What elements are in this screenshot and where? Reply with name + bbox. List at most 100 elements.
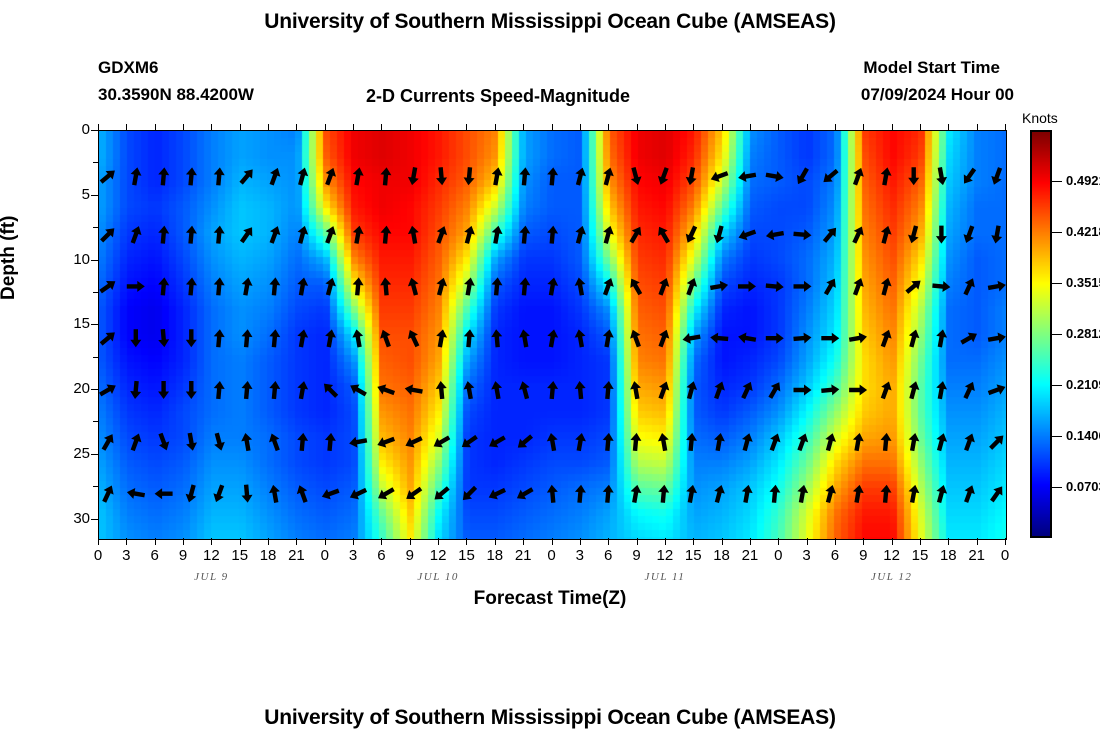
x-axis-date-label: JUL 11 [644, 571, 686, 583]
x-axis-tick-top [863, 124, 865, 130]
x-axis-tick-top [523, 124, 525, 130]
x-axis-tick-top [438, 124, 440, 130]
y-axis-tick-label: 10 [73, 250, 90, 268]
x-axis-tick [438, 538, 440, 545]
x-axis-tick [126, 538, 128, 545]
x-axis-tick-label: 21 [288, 547, 305, 564]
x-axis-tick [324, 538, 326, 545]
x-axis-tick [834, 538, 836, 545]
x-axis-tick-label: 18 [939, 547, 957, 564]
x-axis-tick-label: 0 [320, 547, 329, 564]
x-axis-tick-label: 21 [514, 547, 532, 564]
y-axis-label: Depth (ft) [0, 215, 19, 300]
x-axis-date-label: JUL 10 [417, 571, 459, 583]
x-axis-tick-label: 15 [231, 547, 249, 564]
x-axis-tick-label: 9 [859, 547, 868, 564]
x-axis-tick [579, 538, 581, 545]
y-axis-minor-tick [93, 162, 98, 164]
colorbar-tick [1052, 385, 1062, 386]
x-axis-tick-label: 3 [348, 547, 358, 564]
y-axis-tick [91, 389, 98, 391]
colorbar-tick [1052, 487, 1062, 488]
x-axis-tick-label: 12 [203, 547, 220, 564]
x-axis-tick-top [494, 124, 496, 130]
colorbar-tick-label: 0.49218 [1066, 173, 1100, 188]
x-axis-tick-label: 9 [178, 547, 188, 564]
x-axis-tick-top [353, 124, 355, 130]
y-axis-tick [91, 130, 98, 131]
y-axis-minor-tick [93, 291, 98, 293]
x-axis-tick-top [296, 124, 298, 130]
x-axis-tick-label: 18 [713, 547, 730, 564]
x-axis-tick-top [98, 124, 99, 130]
x-axis-tick-top [268, 124, 270, 130]
x-axis-tick-label: 6 [150, 547, 159, 564]
x-axis-tick-top [126, 124, 128, 130]
y-axis-tick-label: 0 [81, 121, 90, 138]
station-coordinates: 30.3590N 88.4200W [98, 85, 254, 104]
x-axis-tick [1005, 538, 1006, 545]
y-axis-minor-tick [93, 421, 98, 423]
x-axis-tick-label: 15 [911, 547, 929, 564]
x-axis-tick-top [211, 124, 213, 130]
x-axis-tick [891, 538, 893, 545]
x-axis-tick-label: 3 [575, 547, 585, 564]
x-axis-tick-label: 12 [656, 547, 674, 564]
x-axis-tick [806, 538, 808, 545]
x-axis-tick [353, 538, 355, 545]
x-axis-tick [721, 538, 723, 545]
x-axis-tick-label: 0 [1000, 547, 1010, 564]
colorbar-gradient [1030, 130, 1052, 538]
x-axis-tick-top [664, 124, 666, 130]
x-axis-tick [523, 538, 525, 545]
x-axis-tick [664, 538, 666, 545]
y-axis-tick [91, 259, 98, 261]
x-axis-date-label: JUL 9 [194, 571, 229, 583]
x-axis-tick-top [608, 124, 610, 130]
x-axis-tick [409, 538, 411, 545]
page-title: University of Southern Mississippi Ocean… [264, 10, 836, 33]
x-axis-tick [749, 538, 751, 545]
model-start-time-value: 07/09/2024 Hour 00 [860, 85, 1014, 104]
x-axis-tick [778, 538, 780, 545]
current-speed-heatmap [98, 130, 1007, 540]
x-axis-tick [693, 538, 695, 545]
station-id: GDXM6 [98, 58, 159, 77]
footer-title: University of Southern Mississippi Ocean… [264, 706, 836, 729]
x-axis-tick-top [721, 124, 723, 130]
x-axis-tick-top [778, 124, 780, 130]
x-axis-date-label: JUL 12 [870, 571, 913, 583]
x-axis-tick-label: 6 [604, 547, 613, 564]
x-axis-tick [154, 538, 156, 545]
x-axis-tick [183, 538, 185, 545]
x-axis-tick-label: 21 [968, 547, 985, 564]
x-axis-tick-label: 9 [405, 547, 414, 564]
x-axis-tick-label: 0 [93, 547, 103, 564]
y-axis-tick [91, 453, 98, 455]
x-axis-tick [98, 538, 99, 545]
x-axis-tick-label: 6 [377, 547, 386, 564]
x-axis-tick-top [409, 124, 411, 130]
x-axis-tick-label: 12 [883, 547, 900, 564]
colorbar-title: Knots [1022, 110, 1058, 126]
x-axis-tick-label: 9 [632, 547, 641, 564]
x-axis-tick-top [749, 124, 751, 130]
x-axis-tick [551, 538, 553, 545]
y-axis-tick-label: 30 [73, 509, 90, 527]
colorbar-tick [1052, 334, 1062, 335]
model-start-time-label: Model Start Time [863, 58, 1000, 77]
y-axis-minor-tick [93, 227, 98, 229]
colorbar-tick-label: 0.42187 [1066, 224, 1100, 239]
x-axis-tick [948, 538, 950, 545]
x-axis-tick-top [693, 124, 695, 130]
x-axis-tick [466, 538, 468, 545]
colorbar-tick-label: 0.35156 [1066, 275, 1100, 290]
colorbar-tick [1052, 181, 1062, 182]
x-axis-tick-top [239, 124, 241, 130]
x-axis-tick [211, 538, 213, 545]
colorbar-tick-label: 0.14062 [1066, 428, 1100, 443]
y-axis-minor-tick [93, 486, 98, 488]
x-axis-tick [296, 538, 298, 545]
x-axis-tick [863, 538, 865, 545]
colorbar-tick-label: 0.21093 [1066, 377, 1100, 392]
